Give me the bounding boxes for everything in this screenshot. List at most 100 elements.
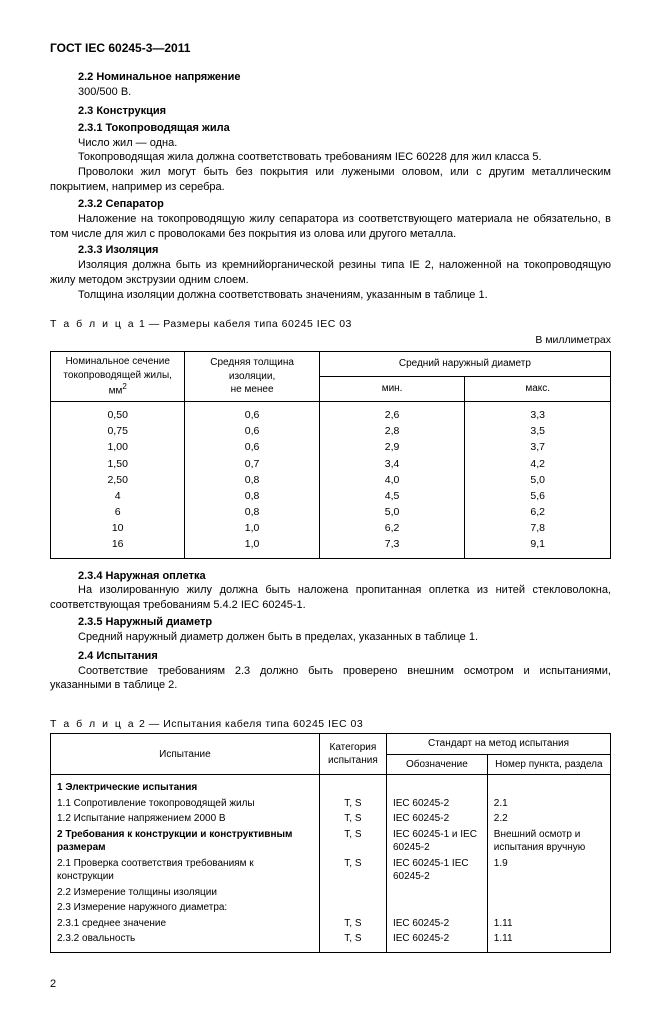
table-cell: 0,50 — [51, 402, 185, 424]
table-1: Номинальное сечение токопроводящей жилы,… — [50, 351, 611, 558]
table-cell: 2,50 — [51, 472, 185, 488]
t2-header-clause: Номер пункта, раздела — [487, 754, 610, 775]
table-cell: 2.3.2 овальность — [51, 931, 320, 952]
table-cell: 0,6 — [185, 423, 319, 439]
table-cell: 3,5 — [465, 423, 611, 439]
table-row: 1,000,62,93,7 — [51, 439, 611, 455]
table-cell: 2.1 — [487, 796, 610, 812]
t1-header-insulation: Средняя толщина изоляции, не менее — [185, 352, 319, 402]
table-cell: 6,2 — [465, 504, 611, 520]
table-cell: T, S — [319, 827, 386, 856]
document-header: ГОСТ IEC 60245-3—2011 — [50, 40, 611, 56]
table-row: 40,84,55,6 — [51, 488, 611, 504]
table-cell: 2.2 — [487, 811, 610, 827]
table-row: 2.3.1 среднее значениеT, SIEC 60245-21.1… — [51, 916, 611, 932]
section-2-3-2-title: 2.3.2 Сепаратор — [50, 197, 611, 212]
table-row: 60,85,06,2 — [51, 504, 611, 520]
table-cell: T, S — [319, 811, 386, 827]
section-2-3-title: 2.3 Конструкция — [50, 104, 611, 119]
table-cell: 0,7 — [185, 456, 319, 472]
para-235-1: Средний наружный диаметр должен быть в п… — [50, 630, 611, 645]
table-cell: 5,0 — [319, 504, 465, 520]
table-cell: 9,1 — [465, 536, 611, 558]
table-row: 2.3 Измерение наружного диаметра: — [51, 900, 611, 916]
table-row: 1,500,73,44,2 — [51, 456, 611, 472]
table-cell: 1,0 — [185, 536, 319, 558]
section-2-2-body: 300/500 В. — [50, 85, 611, 100]
para-231-3: Проволоки жил могут быть без покрытия ил… — [50, 165, 611, 195]
table-row: 101,06,27,8 — [51, 520, 611, 536]
table-cell: IEC 60245-2 — [386, 796, 487, 812]
table-cell — [319, 885, 386, 901]
table-cell: 0,6 — [185, 402, 319, 424]
table-row: 2.3.2 овальностьT, SIEC 60245-21.11 — [51, 931, 611, 952]
table-cell: IEC 60245-2 — [386, 811, 487, 827]
table-row: 0,750,62,83,5 — [51, 423, 611, 439]
table-row: 2.1 Проверка соответствия требованиям к … — [51, 856, 611, 885]
table-cell: T, S — [319, 916, 386, 932]
table-cell: 2.1 Проверка соответствия требованиям к … — [51, 856, 320, 885]
table-cell: 1 Электрические испытания — [51, 775, 320, 796]
t2-header-category: Категория испытания — [319, 734, 386, 775]
table-cell — [487, 900, 610, 916]
table-2-caption-rest: 2 — Испытания кабеля типа 60245 IEC 03 — [136, 718, 364, 730]
t1-h2-b: не менее — [231, 384, 274, 395]
table-1-caption-rest: 1 — Размеры кабеля типа 60245 IEC 03 — [136, 318, 352, 330]
table-cell: 1.11 — [487, 931, 610, 952]
table-row: 1 Электрические испытания — [51, 775, 611, 796]
table-cell — [386, 775, 487, 796]
table-row: 1.1 Сопротивление токопроводящей жилыT, … — [51, 796, 611, 812]
table-2: Испытание Категория испытания Стандарт н… — [50, 733, 611, 953]
table-cell: 4,2 — [465, 456, 611, 472]
table-row: 2,500,84,05,0 — [51, 472, 611, 488]
table-cell: 2,6 — [319, 402, 465, 424]
table-cell: Внешний осмотр и испытания вручную — [487, 827, 610, 856]
table-row: 161,07,39,1 — [51, 536, 611, 558]
section-2-3-3-title: 2.3.3 Изоляция — [50, 243, 611, 258]
t1-h1-a: Номинальное сечение — [65, 356, 169, 367]
table-2-caption: Т а б л и ц а 2 — Испытания кабеля типа … — [50, 717, 611, 731]
para-234-1: На изолированную жилу должна быть наложе… — [50, 583, 611, 613]
table-cell: IEC 60245-1 IEC 60245-2 — [386, 856, 487, 885]
table-cell — [487, 775, 610, 796]
para-233-2: Толщина изоляции должна соответствовать … — [50, 288, 611, 303]
table-cell: 5,6 — [465, 488, 611, 504]
t1-h1-sup: 2 — [122, 382, 126, 391]
t1-header-diameter: Средний наружный диаметр — [319, 352, 610, 377]
t1-header-cross-section: Номинальное сечение токопроводящей жилы,… — [51, 352, 185, 402]
table-cell: T, S — [319, 931, 386, 952]
table-row: 2 Требования к конструкции и конструктив… — [51, 827, 611, 856]
t2-header-test: Испытание — [51, 734, 320, 775]
table-cell: 2,8 — [319, 423, 465, 439]
table-cell: 1.11 — [487, 916, 610, 932]
table-cell: 1.9 — [487, 856, 610, 885]
table-cell: 2.2 Измерение толщины изоляции — [51, 885, 320, 901]
table-cell: 6 — [51, 504, 185, 520]
para-231-2: Токопроводящая жила должна соответствова… — [50, 150, 611, 165]
table-cell: 4 — [51, 488, 185, 504]
table-cell: IEC 60245-2 — [386, 916, 487, 932]
table-cell: 0,6 — [185, 439, 319, 455]
table-2-caption-prefix: Т а б л и ц а — [50, 718, 136, 730]
t2-header-standard: Стандарт на метод испытания — [386, 734, 610, 755]
table-cell — [319, 775, 386, 796]
table-1-caption: Т а б л и ц а 1 — Размеры кабеля типа 60… — [50, 317, 611, 331]
para-233-1: Изоляция должна быть из кремнийорганичес… — [50, 258, 611, 288]
table-cell: 0,8 — [185, 488, 319, 504]
table-cell: 2.3.1 среднее значение — [51, 916, 320, 932]
table-cell: T, S — [319, 856, 386, 885]
table-cell: IEC 60245-2 — [386, 931, 487, 952]
page-number: 2 — [50, 977, 611, 992]
table-cell: 5,0 — [465, 472, 611, 488]
table-1-caption-prefix: Т а б л и ц а — [50, 318, 136, 330]
t1-h1-b: токопроводящей жилы, мм — [63, 370, 172, 397]
table-row: 1.2 Испытание напряжением 2000 ВT, SIEC … — [51, 811, 611, 827]
section-2-3-5-title: 2.3.5 Наружный диаметр — [50, 615, 611, 630]
table-row: 2.2 Измерение толщины изоляции — [51, 885, 611, 901]
table-cell: 10 — [51, 520, 185, 536]
table-cell: 2 Требования к конструкции и конструктив… — [51, 827, 320, 856]
table-cell — [386, 900, 487, 916]
table-cell: 7,8 — [465, 520, 611, 536]
table-cell: 0,8 — [185, 472, 319, 488]
para-232-1: Наложение на токопроводящую жилу сепарат… — [50, 212, 611, 242]
